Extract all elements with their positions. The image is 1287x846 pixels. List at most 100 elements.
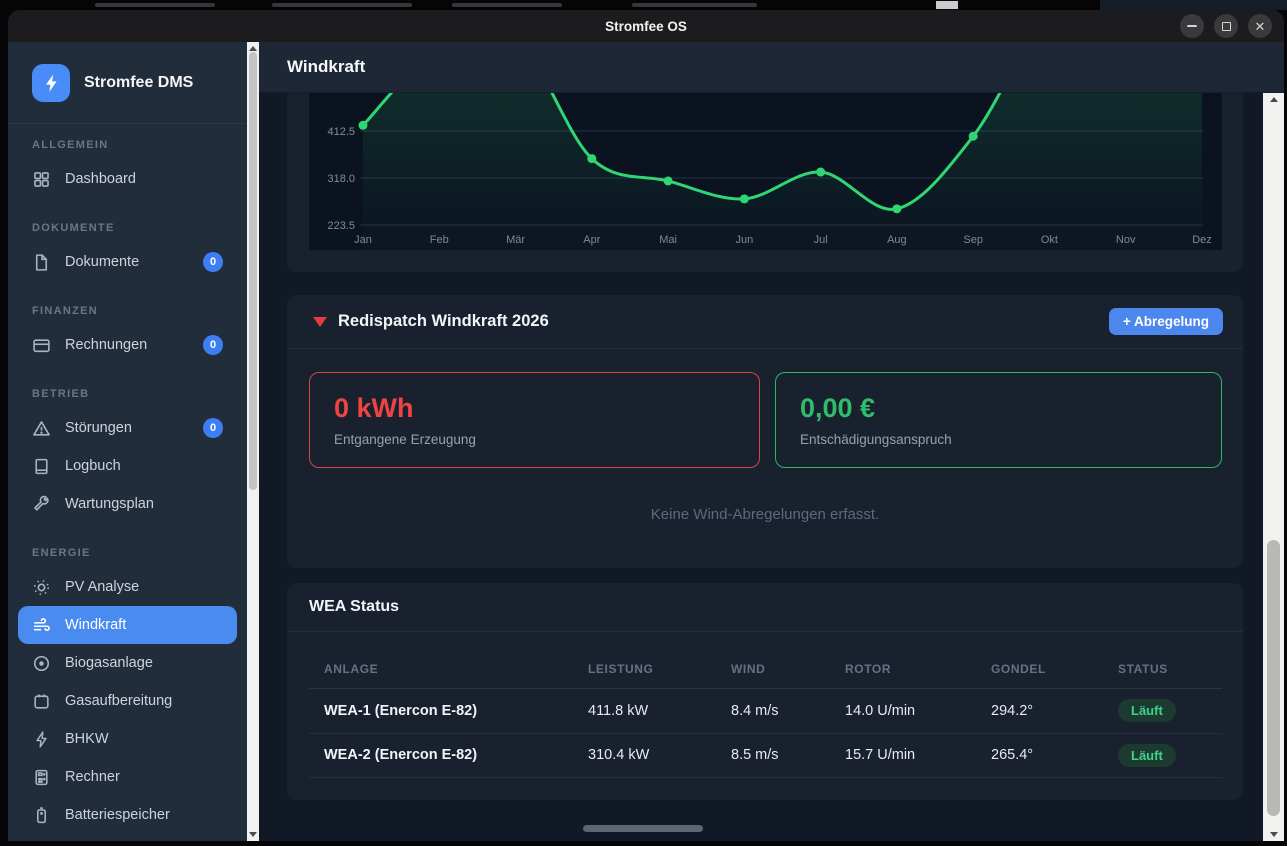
empty-state-text: Keine Wind-Abregelungen erfasst. [650,506,880,523]
compensation-value: 0,00 € [800,393,876,423]
cell-status: Läuft [1103,699,1222,723]
cell-anlage: WEA-1 (Enercon E-82) [324,702,478,719]
sidebar-item-biogasanlage[interactable]: Biogasanlage [18,644,237,682]
content-scrollbar[interactable] [1263,93,1284,841]
cell-gondel: 294.2° [991,702,1034,719]
sidebar-item-dashboard[interactable]: Dashboard [18,160,237,198]
minimize-button[interactable] [1180,14,1204,38]
sidebar-item-label: Rechnungen [65,337,148,353]
svg-text:Jun: Jun [735,234,753,246]
section-label-dokumente: DOKUMENTE [32,222,115,234]
section-label-allgemein: ALLGEMEIN [32,139,109,151]
maximize-icon [1221,21,1231,31]
col-status: STATUS [1118,661,1168,676]
cell-gondel: 265.4° [991,747,1034,764]
backdrop-fragment [272,3,412,7]
table-header-row: ANLAGE LEISTUNG WIND ROTOR GONDEL STATUS [309,649,1222,689]
window-controls: ✕ [1180,14,1272,38]
window-title: Stromfee OS [605,18,687,34]
sidebar-item-rechner[interactable]: Rechner [18,758,237,796]
sidebar-scrollbar[interactable] [247,42,259,841]
sidebar-item-wartungsplan[interactable]: Wartungsplan [18,485,237,523]
compensation-label: Entschädigungsanspruch [800,432,952,447]
sidebar-item-batteriespeicher[interactable]: Batteriespeicher [18,796,237,834]
svg-text:Feb: Feb [430,234,449,246]
sidebar-item-label: Rechner [65,769,120,785]
sidebar-item-dokumente[interactable]: Dokumente 0 [18,243,237,281]
svg-text:Jul: Jul [814,234,828,246]
svg-text:Sep: Sep [963,234,983,246]
col-anlage: ANLAGE [324,661,379,676]
sidebar-item-label: Wartungsplan [65,496,154,512]
sidebar-item-stoerungen[interactable]: Störungen 0 [18,409,237,447]
content-scrollbar-thumb[interactable] [1267,540,1280,816]
cell-rotor: 14.0 U/min [845,702,916,719]
status-badge: Läuft [1118,699,1176,723]
wea-status-header: WEA Status [287,583,1243,632]
sidebar-item-gasaufbereitung[interactable]: Gasaufbereitung [18,682,237,720]
status-badge: Läuft [1118,743,1176,767]
minimize-icon [1187,25,1197,27]
page-header: Windkraft [259,42,1284,93]
wind-line-chart-svg: 412.5 318.0 223.5 Jan Feb Mär Apr Mai Jun Jul Aug S… [327,93,1212,250]
sidebar-scrollbar-thumb[interactable] [249,52,257,490]
svg-text:223.5: 223.5 [327,220,355,232]
table-row[interactable]: WEA-2 (Enercon E-82) 310.4 kW 8.5 m/s 15… [309,734,1222,778]
redispatch-card: Redispatch Windkraft 2026 + Abregelung 0… [287,295,1243,568]
scroll-down-arrow-icon[interactable] [1269,832,1278,837]
sidebar-item-label: Dashboard [65,171,136,187]
sidebar-item-bhkw[interactable]: BHKW [18,720,237,758]
cell-wind: 8.5 m/s [731,747,779,764]
sun-icon [32,578,51,597]
svg-text:Aug: Aug [887,234,907,246]
bolt-icon [32,730,51,749]
sidebar-item-label: Windkraft [65,617,127,633]
app-logo [32,64,70,102]
section-label-betrieb: BETRIEB [32,388,90,400]
cell-leistung: 310.4 kW [588,747,650,764]
svg-text:412.5: 412.5 [327,126,355,138]
close-button[interactable]: ✕ [1248,14,1272,38]
app-window: Stromfee OS ✕ Stromfee DMS ALLGEMEIN Das… [8,10,1284,841]
scroll-up-arrow-icon[interactable] [1269,97,1278,102]
sidebar-item-windkraft[interactable]: Windkraft [18,606,237,644]
table-row[interactable]: WEA-1 (Enercon E-82) 411.8 kW 8.4 m/s 14… [309,689,1222,734]
horizontal-scrollbar-thumb[interactable] [583,825,703,832]
backdrop-fragment [936,1,958,9]
svg-text:Nov: Nov [1116,234,1136,246]
brand-name: Stromfee DMS [84,74,194,91]
book-icon [32,457,51,476]
sidebar-item-label: Biogasanlage [65,655,153,671]
document-icon [32,253,51,272]
calendar-icon [32,692,51,711]
window-titlebar[interactable]: Stromfee OS ✕ [8,10,1284,42]
svg-text:Jan: Jan [354,234,372,246]
sidebar-item-logbuch[interactable]: Logbuch [18,447,237,485]
sidebar-item-rechnungen[interactable]: Rechnungen 0 [18,326,237,364]
maximize-button[interactable] [1214,14,1238,38]
cell-anlage: WEA-2 (Enercon E-82) [324,747,478,764]
backdrop-fragment [452,3,562,7]
svg-text:Mai: Mai [659,234,677,246]
wind-chart-card: 412.5 318.0 223.5 Jan Feb Mär Apr Mai Jun Jul Aug S… [287,93,1243,272]
svg-text:Okt: Okt [1041,234,1058,246]
redispatch-header: Redispatch Windkraft 2026 + Abregelung [287,295,1243,349]
sidebar-item-label: Batteriespeicher [65,807,170,823]
sidebar-item-pv-analyse[interactable]: PV Analyse [18,568,237,606]
content-scroll-area[interactable]: 412.5 318.0 223.5 Jan Feb Mär Apr Mai Jun Jul Aug S… [259,93,1284,841]
scroll-down-arrow-icon[interactable] [249,832,257,837]
target-icon [32,654,51,673]
add-abregelung-button[interactable]: + Abregelung [1108,308,1223,335]
sidebar-item-label: Logbuch [65,458,121,474]
credit-card-icon [32,336,51,355]
backdrop-window-strip [0,0,1287,10]
cell-leistung: 411.8 kW [588,702,649,719]
svg-text:318.0: 318.0 [327,173,355,185]
redispatch-title: Redispatch Windkraft 2026 [338,312,549,330]
sidebar-item-label: PV Analyse [65,579,140,595]
scroll-up-arrow-icon[interactable] [249,46,257,51]
wea-status-card: WEA Status ANLAGE LEISTUNG WIND ROTOR GO… [287,583,1243,800]
sidebar-item-label: BHKW [65,731,109,747]
collapse-triangle-icon[interactable] [313,316,327,327]
count-badge: 0 [203,418,223,438]
